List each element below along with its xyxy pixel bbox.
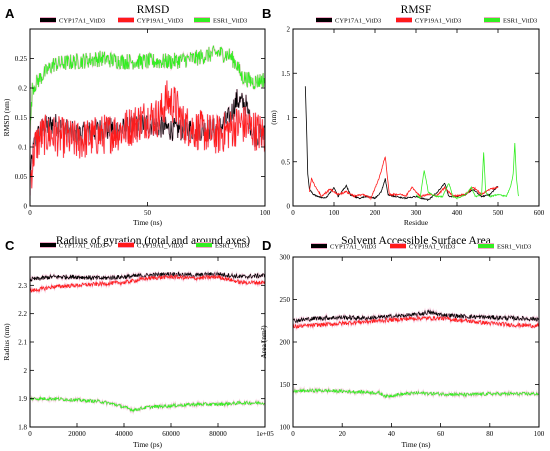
chart-title: RMSF xyxy=(401,4,432,16)
y-tick-label: 0.25 xyxy=(15,55,28,63)
plot-area xyxy=(30,45,265,196)
y-tick-label: 0.2 xyxy=(18,85,27,93)
y-tick-label: 0.5 xyxy=(281,158,290,166)
series-line-cyp19a1 xyxy=(293,314,539,330)
series-line-esr1 xyxy=(30,396,265,413)
legend-label: ESR1_VitD3 xyxy=(497,244,531,251)
y-tick-label: 1 xyxy=(287,114,291,122)
panel-c: C Radius of gyration (total and around ax… xyxy=(2,235,274,449)
x-tick-label: 100 xyxy=(534,430,545,438)
legend-label: CYP19A1_VitD3 xyxy=(137,18,183,25)
y-axis-title: RMSD (nm) xyxy=(2,98,11,136)
x-tick-label: 200 xyxy=(370,209,381,217)
series-line-esr1 xyxy=(30,45,265,140)
plot-area xyxy=(293,307,539,401)
plot-frame xyxy=(292,256,540,428)
y-tick-label: 0 xyxy=(24,203,28,211)
y-tick-label: 2 xyxy=(287,26,291,34)
y-tick-label: 300 xyxy=(280,254,291,262)
series-line-cyp19a1 xyxy=(30,274,265,293)
x-tick-label: 40 xyxy=(388,430,396,438)
y-tick-label: 1.5 xyxy=(281,70,290,78)
x-tick-label: 300 xyxy=(411,209,422,217)
x-tick-label: 0 xyxy=(28,430,32,438)
panel-letter: A xyxy=(5,6,15,21)
panel-d: D Solvent Accessible Surface AreaCYP17A1_… xyxy=(259,235,545,449)
legend-label: ESR1_VitD3 xyxy=(213,18,247,25)
series-line-cyp17a1 xyxy=(30,271,265,282)
y-tick-label: 0.05 xyxy=(15,173,28,181)
legend-label: CYP19A1_VitD3 xyxy=(415,18,461,25)
y-tick-label: 200 xyxy=(280,339,291,347)
y-tick-label: 150 xyxy=(280,381,291,389)
y-axis-title: Radius (nm) xyxy=(2,323,11,361)
y-tick-label: 250 xyxy=(280,296,291,304)
y-axis-title: (nm) xyxy=(269,110,278,125)
y-tick-label: 0 xyxy=(287,203,291,211)
x-tick-label: 0 xyxy=(291,430,295,438)
x-axis-title: Residue xyxy=(404,218,429,227)
x-tick-label: 400 xyxy=(452,209,463,217)
x-tick-label: 1e+05 xyxy=(256,430,274,438)
y-axis-title: Area (nm²) xyxy=(259,325,268,359)
y-tick-label: 1.9 xyxy=(18,395,27,403)
x-tick-label: 50 xyxy=(144,209,152,217)
plot-frame xyxy=(29,256,266,428)
plot-area xyxy=(30,269,265,415)
legend-label: ESR1_VitD3 xyxy=(215,243,249,250)
chart-title: RMSD xyxy=(137,4,170,16)
x-axis-title: Time (ns) xyxy=(401,440,431,449)
y-tick-label: 2 xyxy=(24,367,28,375)
x-tick-label: 20 xyxy=(339,430,347,438)
series-line-cyp17a1 xyxy=(304,86,499,202)
x-tick-label: 100 xyxy=(329,209,340,217)
x-tick-label: 60 xyxy=(437,430,445,438)
x-tick-label: 80 xyxy=(486,430,494,438)
plot-frame xyxy=(292,28,540,207)
x-axis-title: Time (ns) xyxy=(133,218,163,227)
x-tick-label: 0 xyxy=(291,209,295,217)
legend-label: CYP17A1_VitD3 xyxy=(330,244,376,251)
series-line-cyp19a1 xyxy=(30,80,265,196)
panel-letter: D xyxy=(262,238,271,253)
y-tick-label: 1.8 xyxy=(18,424,27,432)
x-tick-label: 600 xyxy=(534,209,545,217)
x-tick-label: 500 xyxy=(493,209,504,217)
y-tick-label: 100 xyxy=(280,424,291,432)
series-line-esr1 xyxy=(415,143,519,200)
plot-area xyxy=(304,86,519,202)
x-tick-label: 20000 xyxy=(68,430,86,438)
chart-title: Solvent Accessible Surface Area xyxy=(341,235,491,247)
legend-label: CYP17A1_VitD3 xyxy=(59,18,105,25)
x-tick-label: 100 xyxy=(260,209,271,217)
legend-label: CYP19A1_VitD3 xyxy=(137,243,183,250)
legend-label: ESR1_VitD3 xyxy=(503,18,537,25)
panel-a: A RMSD CYP17A1_VitD3 CYP19A1_VitD3 ESR1_VitD… xyxy=(2,4,271,227)
x-tick-label: 60000 xyxy=(162,430,180,438)
panel-b: B RMSF CYP17A1_VitD3 CYP19A1_VitD3 ESR1_VitD… xyxy=(262,4,545,227)
panel-letter: C xyxy=(5,238,15,253)
series-shadow xyxy=(293,307,539,326)
x-axis-title: Time (ps) xyxy=(133,440,163,449)
x-tick-label: 0 xyxy=(28,209,32,217)
legend-label: CYP19A1_VitD3 xyxy=(409,244,455,251)
y-tick-label: 0.1 xyxy=(18,144,27,152)
y-tick-label: 0.15 xyxy=(15,114,28,122)
legend-label: CYP17A1_VitD3 xyxy=(335,18,381,25)
panel-letter: B xyxy=(262,6,271,21)
x-tick-label: 40000 xyxy=(115,430,133,438)
y-tick-label: 2.3 xyxy=(18,282,27,290)
series-line-esr1 xyxy=(293,387,539,399)
x-tick-label: 80000 xyxy=(209,430,227,438)
legend-label: CYP17A1_VitD3 xyxy=(59,243,105,250)
series-line-cyp17a1 xyxy=(293,309,539,324)
y-tick-label: 2.2 xyxy=(18,310,27,318)
y-tick-label: 2.1 xyxy=(18,339,27,347)
series-shadow xyxy=(30,80,265,196)
